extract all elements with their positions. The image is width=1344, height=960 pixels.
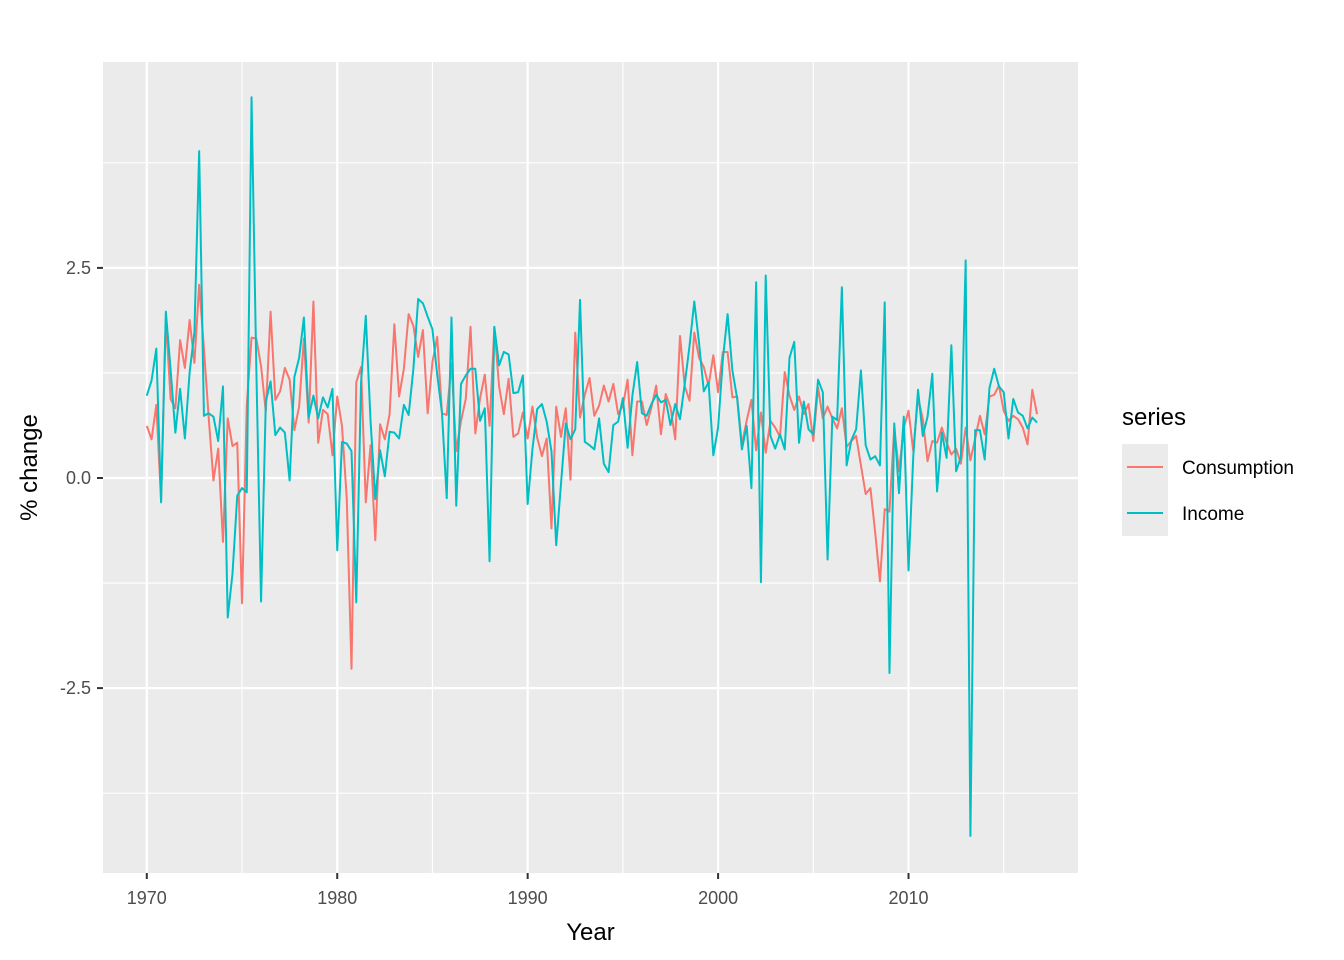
series-line-income: [145, 96, 1038, 838]
x-tick-label: 1970: [127, 888, 167, 908]
x-tick-label: 1990: [508, 888, 548, 908]
series-line-consumption: [145, 283, 1039, 670]
major-gridlines: [103, 62, 1078, 873]
x-axis: 1970 1980 1990 2000 2010: [127, 873, 929, 908]
minor-gridlines: [103, 62, 1078, 873]
series-lines: [145, 96, 1039, 838]
x-tick-label: 2000: [698, 888, 738, 908]
legend-label-income: Income: [1182, 504, 1244, 525]
legend-items: Consumption Income: [1122, 444, 1294, 536]
legend: series Consumption Income: [1122, 404, 1294, 536]
y-axis: -2.5 0.0 2.5: [60, 258, 103, 698]
y-tick-label: 0.0: [66, 468, 91, 488]
y-axis-title: % change: [16, 414, 43, 521]
plot-panel: [103, 62, 1078, 873]
x-tick-label: 1980: [317, 888, 357, 908]
y-tick-label: 2.5: [66, 258, 91, 278]
x-axis-title: Year: [566, 919, 615, 946]
y-tick-label: -2.5: [60, 678, 91, 698]
x-tick-label: 2010: [888, 888, 928, 908]
legend-title: series: [1122, 404, 1186, 431]
legend-label-consumption: Consumption: [1182, 458, 1294, 479]
